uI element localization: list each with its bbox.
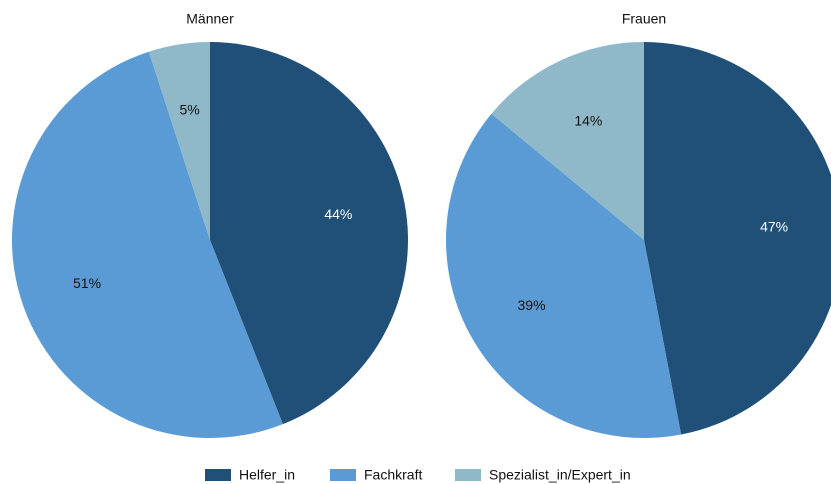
pie-slice [210, 42, 408, 425]
data-label: 39% [518, 297, 546, 313]
legend-swatch [455, 469, 481, 481]
pie-slice [148, 42, 210, 240]
data-label: 44% [324, 206, 352, 222]
legend-label: Fachkraft [364, 467, 422, 483]
data-label: 47% [760, 218, 788, 234]
pie-title: Frauen [622, 11, 666, 27]
legend-label: Helfer_in [239, 467, 295, 483]
data-label: 51% [73, 275, 101, 291]
legend-label: Spezialist_in/Expert_in [489, 467, 631, 483]
pie-slice [644, 42, 831, 435]
pie-slice [446, 113, 682, 439]
pie-title: Männer [186, 11, 234, 27]
pie-slice [11, 51, 283, 439]
legend-swatch [205, 469, 231, 481]
data-label: 14% [574, 112, 602, 128]
legend-swatch [330, 469, 356, 481]
data-label: 5% [179, 102, 199, 118]
pie-slice [491, 42, 644, 240]
